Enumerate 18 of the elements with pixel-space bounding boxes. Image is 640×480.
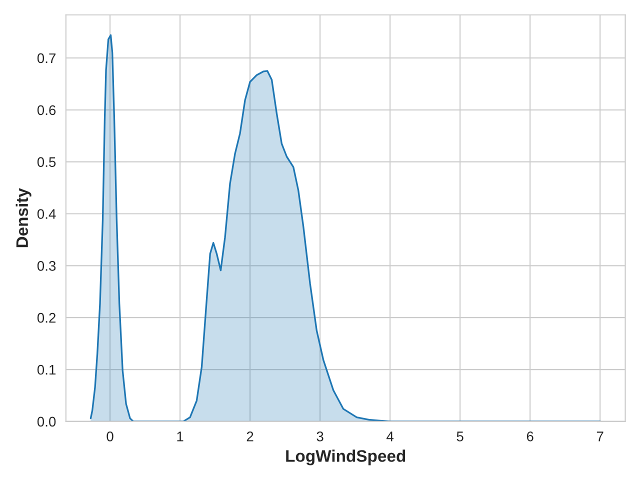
- x-tick-label: 0: [106, 432, 114, 442]
- y-tick-label: 0.5: [37, 157, 56, 167]
- y-axis-title: Density: [16, 188, 32, 248]
- x-tick-label: 3: [316, 432, 324, 442]
- x-tick-label: 7: [596, 432, 604, 442]
- y-tick-label: 0.1: [37, 364, 56, 375]
- y-tick-label: 0.2: [37, 312, 56, 323]
- y-tick-label: 0.0: [37, 416, 56, 427]
- x-tick-label: 2: [246, 432, 254, 442]
- x-tick-label: 6: [526, 432, 534, 442]
- y-tick-label: 0.3: [37, 261, 56, 271]
- x-tick-label: 1: [177, 432, 184, 442]
- x-tick-label: 4: [386, 432, 394, 442]
- x-tick-label: 5: [456, 432, 464, 442]
- y-tick-label: 0.4: [37, 209, 56, 219]
- x-axis-title: LogWindSpeed: [286, 450, 406, 466]
- y-tick-label: 0.7: [37, 53, 56, 64]
- y-tick-label: 0.6: [37, 105, 56, 116]
